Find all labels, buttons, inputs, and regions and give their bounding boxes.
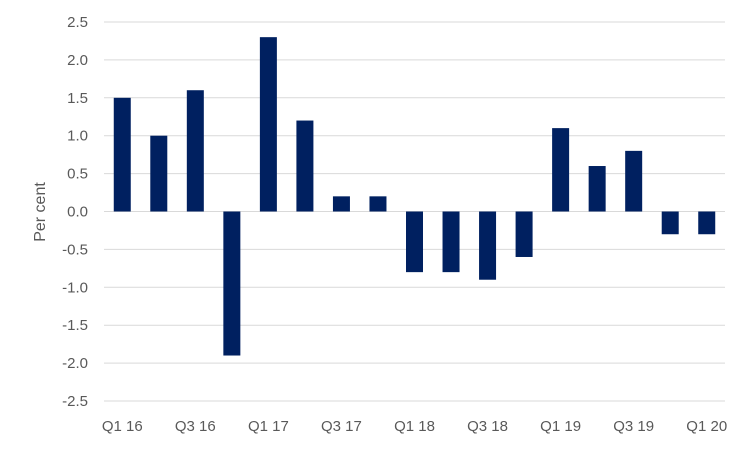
bar	[186, 90, 204, 212]
x-tick-label: Q1 18	[394, 418, 435, 435]
bar	[259, 37, 277, 212]
bar	[515, 211, 533, 257]
x-tick-label: Q3 19	[613, 418, 654, 435]
x-tick-label: Q1 20	[686, 418, 727, 435]
bar	[588, 166, 606, 212]
bar	[332, 196, 350, 212]
bar	[698, 211, 716, 235]
y-tick-label: -2.5	[62, 393, 88, 410]
x-tick-label: Q1 17	[248, 418, 289, 435]
x-tick-label: Q3 16	[175, 418, 216, 435]
bar	[150, 135, 168, 212]
bar	[113, 97, 131, 212]
x-tick-label: Q3 17	[321, 418, 362, 435]
x-tick-label: Q1 19	[540, 418, 581, 435]
y-axis-ticks: 2.5 2.0 1.5 1.0 0.5 0.0 -0.5 -1.0 -1.5 -2.0 -2.5	[62, 14, 88, 410]
y-tick-label: -1.0	[62, 279, 88, 296]
x-axis-ticks: Q1 16 Q3 16 Q1 17 Q3 17 Q1 18 Q3 18 Q1 19 Q3 19…	[102, 418, 727, 435]
bar	[552, 128, 570, 212]
y-tick-label: -2.0	[62, 355, 88, 372]
y-tick-label: 2.5	[67, 14, 88, 31]
bar	[625, 150, 643, 212]
y-tick-label: 0.5	[67, 166, 88, 183]
bar	[369, 196, 387, 212]
y-tick-label: 1.5	[67, 90, 88, 107]
bar	[223, 211, 241, 356]
bar	[661, 211, 679, 235]
y-tick-label: 0.0	[67, 204, 88, 221]
y-tick-label: -0.5	[62, 241, 88, 258]
bar	[406, 211, 423, 273]
y-tick-label: 2.0	[67, 52, 88, 69]
y-tick-label: 1.0	[67, 128, 88, 145]
bars	[113, 37, 716, 356]
y-axis-title: Per cent	[32, 182, 49, 242]
x-tick-label: Q3 18	[467, 418, 508, 435]
bar	[442, 211, 460, 273]
bar	[479, 211, 497, 280]
x-tick-label: Q1 16	[102, 418, 143, 435]
y-tick-label: -1.5	[62, 317, 88, 334]
bar	[296, 120, 314, 212]
